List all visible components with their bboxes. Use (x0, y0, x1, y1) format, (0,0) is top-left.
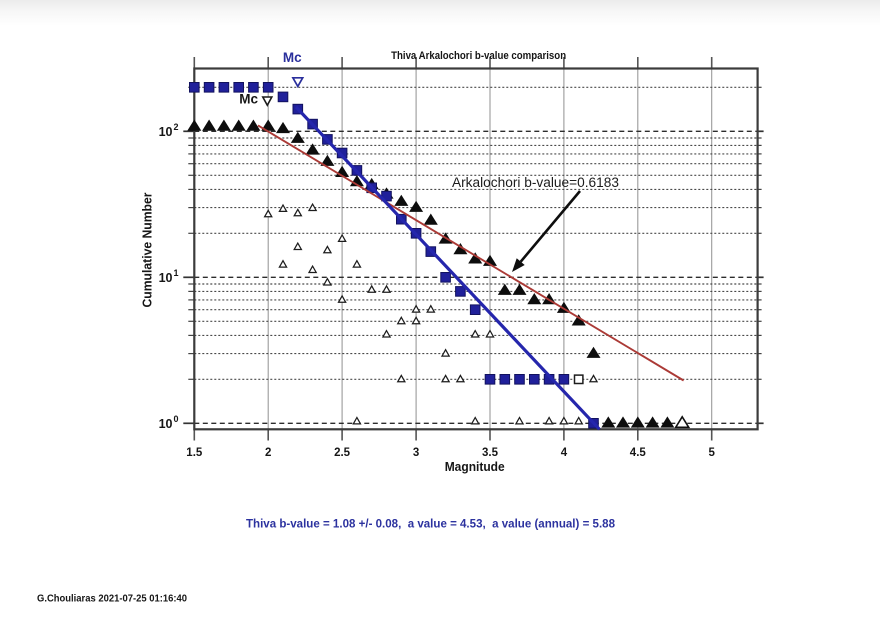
svg-text:2: 2 (174, 122, 179, 132)
svg-text:0: 0 (174, 414, 179, 424)
svg-text:Thiva Arkalochori b-value comp: Thiva Arkalochori b-value comparison (391, 50, 566, 62)
svg-text:Thiva b-value = 1.08 +/- 0.08,: Thiva b-value = 1.08 +/- 0.08, a value =… (246, 519, 616, 531)
svg-text:1.5: 1.5 (186, 447, 203, 459)
svg-text:4: 4 (561, 447, 568, 459)
svg-text:4.5: 4.5 (630, 447, 647, 459)
svg-text:Mc: Mc (239, 92, 258, 107)
svg-text:2.5: 2.5 (334, 447, 351, 459)
svg-text:G.Chouliaras 2021-07-25 01:16:: G.Chouliaras 2021-07-25 01:16:40 (37, 593, 187, 605)
svg-text:10: 10 (159, 125, 173, 139)
svg-text:3: 3 (413, 447, 419, 459)
svg-text:1: 1 (174, 268, 179, 278)
svg-text:Mc: Mc (283, 50, 302, 65)
svg-text:Cumulative Number: Cumulative Number (141, 192, 155, 307)
svg-text:3.5: 3.5 (482, 447, 499, 459)
svg-text:2: 2 (265, 447, 271, 459)
svg-text:Magnitude: Magnitude (445, 460, 505, 474)
svg-text:10: 10 (159, 417, 173, 431)
svg-text:Arkalochori b-value=0.6183: Arkalochori b-value=0.6183 (452, 175, 619, 190)
svg-text:5: 5 (708, 447, 715, 459)
svg-text:10: 10 (159, 271, 173, 285)
